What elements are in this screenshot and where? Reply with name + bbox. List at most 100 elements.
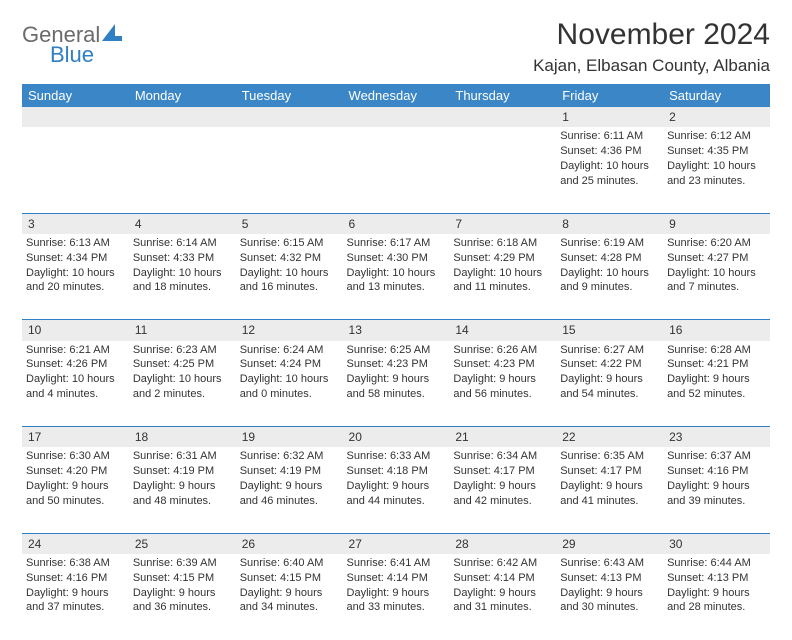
sunrise-text: Sunrise: 6:40 AM — [240, 556, 339, 571]
weekday-header-row: Sunday Monday Tuesday Wednesday Thursday… — [22, 84, 770, 107]
daylight-text: Daylight: 10 hours and 20 minutes. — [26, 266, 125, 296]
day-cell: Sunrise: 6:32 AMSunset: 4:19 PMDaylight:… — [236, 447, 343, 533]
day-number-cell: 8 — [556, 214, 663, 234]
sunset-text: Sunset: 4:17 PM — [560, 464, 659, 479]
day-number-cell: 6 — [343, 214, 450, 234]
day-cell: Sunrise: 6:40 AMSunset: 4:15 PMDaylight:… — [236, 554, 343, 640]
sunrise-text: Sunrise: 6:27 AM — [560, 343, 659, 358]
sunset-text: Sunset: 4:22 PM — [560, 357, 659, 372]
week-row: Sunrise: 6:30 AMSunset: 4:20 PM Daylight:… — [22, 447, 770, 533]
daylight-text: Daylight: 10 hours and 0 minutes. — [240, 372, 339, 402]
sunset-text: Sunset: 4:14 PM — [453, 571, 552, 586]
day-cell: Sunrise: 6:23 AMSunset: 4:25 PMDaylight:… — [129, 341, 236, 427]
day-cell: Sunrise: 6:20 AMSunset: 4:27 PMDaylight:… — [663, 234, 770, 320]
weekday-header: Wednesday — [343, 84, 450, 107]
sunset-text: Sunset: 4:13 PM — [560, 571, 659, 586]
sunrise-text: Sunrise: 6:24 AM — [240, 343, 339, 358]
day-number-cell: 26 — [236, 534, 343, 554]
day-number-cell: 13 — [343, 320, 450, 340]
week-row: Sunrise: 6:38 AMSunset: 4:16 PMDaylight:… — [22, 554, 770, 640]
day-number-cell — [343, 107, 450, 127]
daylight-text: Daylight: 9 hours and 31 minutes. — [453, 586, 552, 616]
day-number-cell: 20 — [343, 427, 450, 447]
sunset-text: Sunset: 4:30 PM — [347, 251, 446, 266]
sunset-text: Sunset: 4:15 PM — [240, 571, 339, 586]
sunrise-text: Sunrise: 6:18 AM — [453, 236, 552, 251]
day-number-cell: 7 — [449, 214, 556, 234]
daylight-text: Daylight: 10 hours and 7 minutes. — [667, 266, 766, 296]
sunset-text: Sunset: 4:19 PM — [240, 464, 339, 479]
day-cell: Sunrise: 6:21 AMSunset: 4:26 PMDaylight:… — [22, 341, 129, 427]
sunset-text: Sunset: 4:17 PM — [453, 464, 552, 479]
sunrise-text: Sunrise: 6:42 AM — [453, 556, 552, 571]
daylight-text: Daylight: 9 hours and 42 minutes. — [453, 479, 552, 509]
day-cell: Sunrise: 6:25 AMSunset: 4:23 PMDaylight:… — [343, 341, 450, 427]
sunrise-text: Sunrise: 6:31 AM — [133, 449, 232, 464]
sunrise-text: Sunrise: 6:20 AM — [667, 236, 766, 251]
sunset-text: Sunset: 4:16 PM — [667, 464, 766, 479]
day-cell — [236, 127, 343, 213]
sunrise-text: Sunrise: 6:11 AM — [560, 129, 659, 144]
daylight-text: Daylight: 9 hours and 39 minutes. — [667, 479, 766, 509]
daylight-text: Daylight: 9 hours and 46 minutes. — [240, 479, 339, 509]
daylight-text: Daylight: 10 hours and 2 minutes. — [133, 372, 232, 402]
day-cell: Sunrise: 6:37 AMSunset: 4:16 PMDaylight:… — [663, 447, 770, 533]
day-number-row: 12 — [22, 107, 770, 127]
weekday-header: Monday — [129, 84, 236, 107]
day-number-cell: 10 — [22, 320, 129, 340]
day-number-cell: 2 — [663, 107, 770, 127]
weekday-header: Sunday — [22, 84, 129, 107]
sunset-text: Sunset: 4:20 PM — [26, 464, 125, 479]
day-number-cell: 21 — [449, 427, 556, 447]
week-row: Sunrise: 6:13 AMSunset: 4:34 PMDaylight:… — [22, 234, 770, 320]
day-cell: Sunrise: 6:26 AMSunset: 4:23 PMDaylight:… — [449, 341, 556, 427]
sunset-text: Sunset: 4:32 PM — [240, 251, 339, 266]
day-number-cell: 23 — [663, 427, 770, 447]
sunset-text: Sunset: 4:21 PM — [667, 357, 766, 372]
sunrise-text: Sunrise: 6:32 AM — [240, 449, 339, 464]
sunset-text: Sunset: 4:16 PM — [26, 571, 125, 586]
day-number-cell — [236, 107, 343, 127]
sunrise-text: Sunrise: 6:17 AM — [347, 236, 446, 251]
daylight-text: Daylight: 9 hours and 34 minutes. — [240, 586, 339, 616]
sunset-text: Sunset: 4:36 PM — [560, 144, 659, 159]
day-number-cell: 28 — [449, 534, 556, 554]
day-cell: Sunrise: 6:14 AMSunset: 4:33 PMDaylight:… — [129, 234, 236, 320]
week-row: Sunrise: 6:21 AMSunset: 4:26 PMDaylight:… — [22, 341, 770, 427]
day-number-cell: 27 — [343, 534, 450, 554]
sunrise-text: Sunrise: 6:33 AM — [347, 449, 446, 464]
daylight-text: Daylight: 9 hours and 52 minutes. — [667, 372, 766, 402]
day-cell: Sunrise: 6:12 AMSunset: 4:35 PMDaylight:… — [663, 127, 770, 213]
day-cell — [22, 127, 129, 213]
sunrise-text: Sunrise: 6:13 AM — [26, 236, 125, 251]
sunrise-text: Sunrise: 6:30 AM — [26, 449, 125, 464]
day-number-cell: 15 — [556, 320, 663, 340]
sunrise-text: Sunrise: 6:15 AM — [240, 236, 339, 251]
day-cell: Sunrise: 6:41 AMSunset: 4:14 PMDaylight:… — [343, 554, 450, 640]
day-cell: Sunrise: 6:38 AMSunset: 4:16 PMDaylight:… — [22, 554, 129, 640]
day-cell: Sunrise: 6:31 AMSunset: 4:19 PMDaylight:… — [129, 447, 236, 533]
day-number-cell: 9 — [663, 214, 770, 234]
sunset-text: Sunset: 4:35 PM — [667, 144, 766, 159]
sunrise-text: Sunrise: 6:14 AM — [133, 236, 232, 251]
day-cell: Sunrise: 6:11 AMSunset: 4:36 PMDaylight:… — [556, 127, 663, 213]
daylight-text: Daylight: 10 hours and 23 minutes. — [667, 159, 766, 189]
daylight-text: Daylight: 9 hours and 30 minutes. — [560, 586, 659, 616]
day-cell: Sunrise: 6:13 AMSunset: 4:34 PMDaylight:… — [22, 234, 129, 320]
logo: General Blue — [22, 18, 122, 66]
day-number-row: 24252627282930 — [22, 534, 770, 554]
day-number-cell: 18 — [129, 427, 236, 447]
weekday-header: Friday — [556, 84, 663, 107]
sunset-text: Sunset: 4:19 PM — [133, 464, 232, 479]
day-number-cell: 1 — [556, 107, 663, 127]
daylight-text: Daylight: 10 hours and 13 minutes. — [347, 266, 446, 296]
day-cell: Sunrise: 6:43 AMSunset: 4:13 PMDaylight:… — [556, 554, 663, 640]
daylight-text: Daylight: 9 hours and 41 minutes. — [560, 479, 659, 509]
daylight-text: Daylight: 10 hours and 11 minutes. — [453, 266, 552, 296]
sunset-text: Sunset: 4:14 PM — [347, 571, 446, 586]
day-number-cell: 24 — [22, 534, 129, 554]
sunset-text: Sunset: 4:33 PM — [133, 251, 232, 266]
day-number-cell: 11 — [129, 320, 236, 340]
sunset-text: Sunset: 4:28 PM — [560, 251, 659, 266]
day-cell: Sunrise: 6:42 AMSunset: 4:14 PMDaylight:… — [449, 554, 556, 640]
